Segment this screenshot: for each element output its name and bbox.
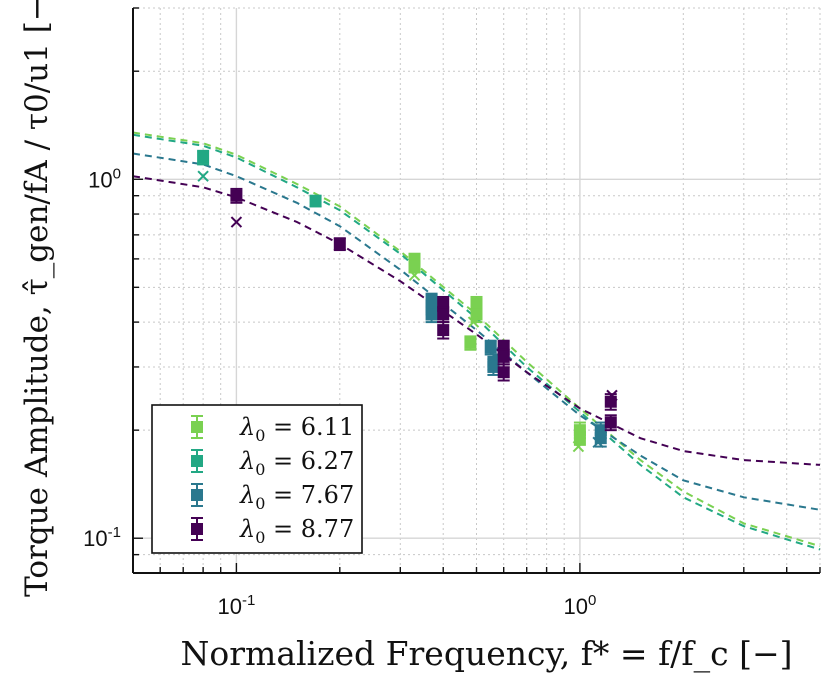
cross-marker-series-4 bbox=[230, 216, 243, 228]
x-axis-title: Normalized Frequency, f* = f/f_c [−] bbox=[181, 634, 793, 674]
legend-marker bbox=[191, 489, 203, 501]
legend-label: λ0 = 6.27 bbox=[239, 447, 354, 479]
cross-stroke bbox=[197, 170, 209, 182]
y-tick-label: 10-1 bbox=[83, 524, 121, 551]
cross-marker-series-1 bbox=[467, 316, 480, 328]
marker-square bbox=[425, 308, 438, 321]
marker-square bbox=[573, 432, 586, 445]
cross-stroke bbox=[467, 316, 480, 328]
marker-square bbox=[197, 151, 210, 164]
data-point-series-4 bbox=[437, 321, 450, 340]
data-point-series-4 bbox=[333, 237, 346, 252]
legend-marker bbox=[191, 523, 203, 535]
data-points bbox=[197, 149, 618, 453]
marker-square bbox=[497, 366, 510, 379]
x-tick-label: 100 bbox=[563, 592, 596, 619]
marker-square bbox=[604, 416, 617, 429]
marker-square bbox=[470, 308, 483, 321]
marker-square bbox=[497, 350, 510, 363]
fit-curve-series-3 bbox=[132, 152, 821, 511]
data-point-series-3 bbox=[487, 358, 500, 376]
marker-square bbox=[309, 194, 322, 207]
cross-stroke bbox=[230, 216, 243, 228]
cross-marker-series-2 bbox=[197, 170, 209, 182]
data-point-series-4 bbox=[230, 187, 243, 204]
cross-marker-series-3 bbox=[592, 436, 604, 449]
marker-square bbox=[487, 360, 500, 373]
x-tick-label: 10-1 bbox=[217, 592, 255, 619]
legend-box bbox=[151, 404, 363, 554]
legend-label: λ0 = 8.77 bbox=[239, 515, 354, 547]
marker-square bbox=[437, 308, 450, 321]
marker-square bbox=[464, 336, 477, 349]
cross-stroke bbox=[408, 269, 421, 282]
marker-square bbox=[484, 341, 497, 354]
legend-marker bbox=[191, 455, 203, 467]
legend-entry-3: λ0 = 7.67 bbox=[191, 481, 354, 513]
cross-marker-series-4 bbox=[606, 389, 618, 402]
cross-marker-series-1 bbox=[572, 440, 585, 453]
legend-entry-2: λ0 = 6.27 bbox=[191, 447, 354, 479]
cross-marker-series-1 bbox=[408, 269, 421, 282]
legend-label: λ0 = 6.11 bbox=[239, 413, 354, 445]
data-point-series-2 bbox=[197, 149, 210, 166]
legend-label: λ0 = 7.67 bbox=[239, 481, 354, 513]
data-point-series-1 bbox=[464, 335, 477, 351]
cross-stroke bbox=[572, 440, 585, 453]
marker-square bbox=[333, 238, 346, 251]
data-point-series-4 bbox=[497, 363, 510, 382]
marker-square bbox=[594, 432, 607, 445]
data-point-series-2 bbox=[309, 194, 322, 208]
data-point-series-4 bbox=[437, 306, 450, 324]
data-point-series-4 bbox=[497, 348, 510, 366]
y-tick-label: 100 bbox=[88, 165, 121, 192]
marker-square bbox=[437, 324, 450, 337]
cross-stroke bbox=[592, 436, 604, 449]
data-point-series-4 bbox=[604, 414, 617, 432]
axes: 10-1 100 10-1 100 Normalized Frequency, f* =… bbox=[19, 0, 821, 674]
data-point-series-3 bbox=[425, 306, 438, 324]
cross-stroke bbox=[606, 389, 618, 402]
y-axis-title: Torque Amplitude, τ̂_gen/fA / τ0/u1 [−] bbox=[19, 0, 55, 597]
legend-entry-1: λ0 = 6.11 bbox=[191, 413, 354, 445]
data-point-series-1 bbox=[408, 260, 421, 274]
legend-marker bbox=[191, 421, 203, 433]
marker-square bbox=[230, 189, 243, 202]
legend-entry-4: λ0 = 8.77 bbox=[191, 515, 354, 547]
marker-square bbox=[408, 260, 421, 273]
